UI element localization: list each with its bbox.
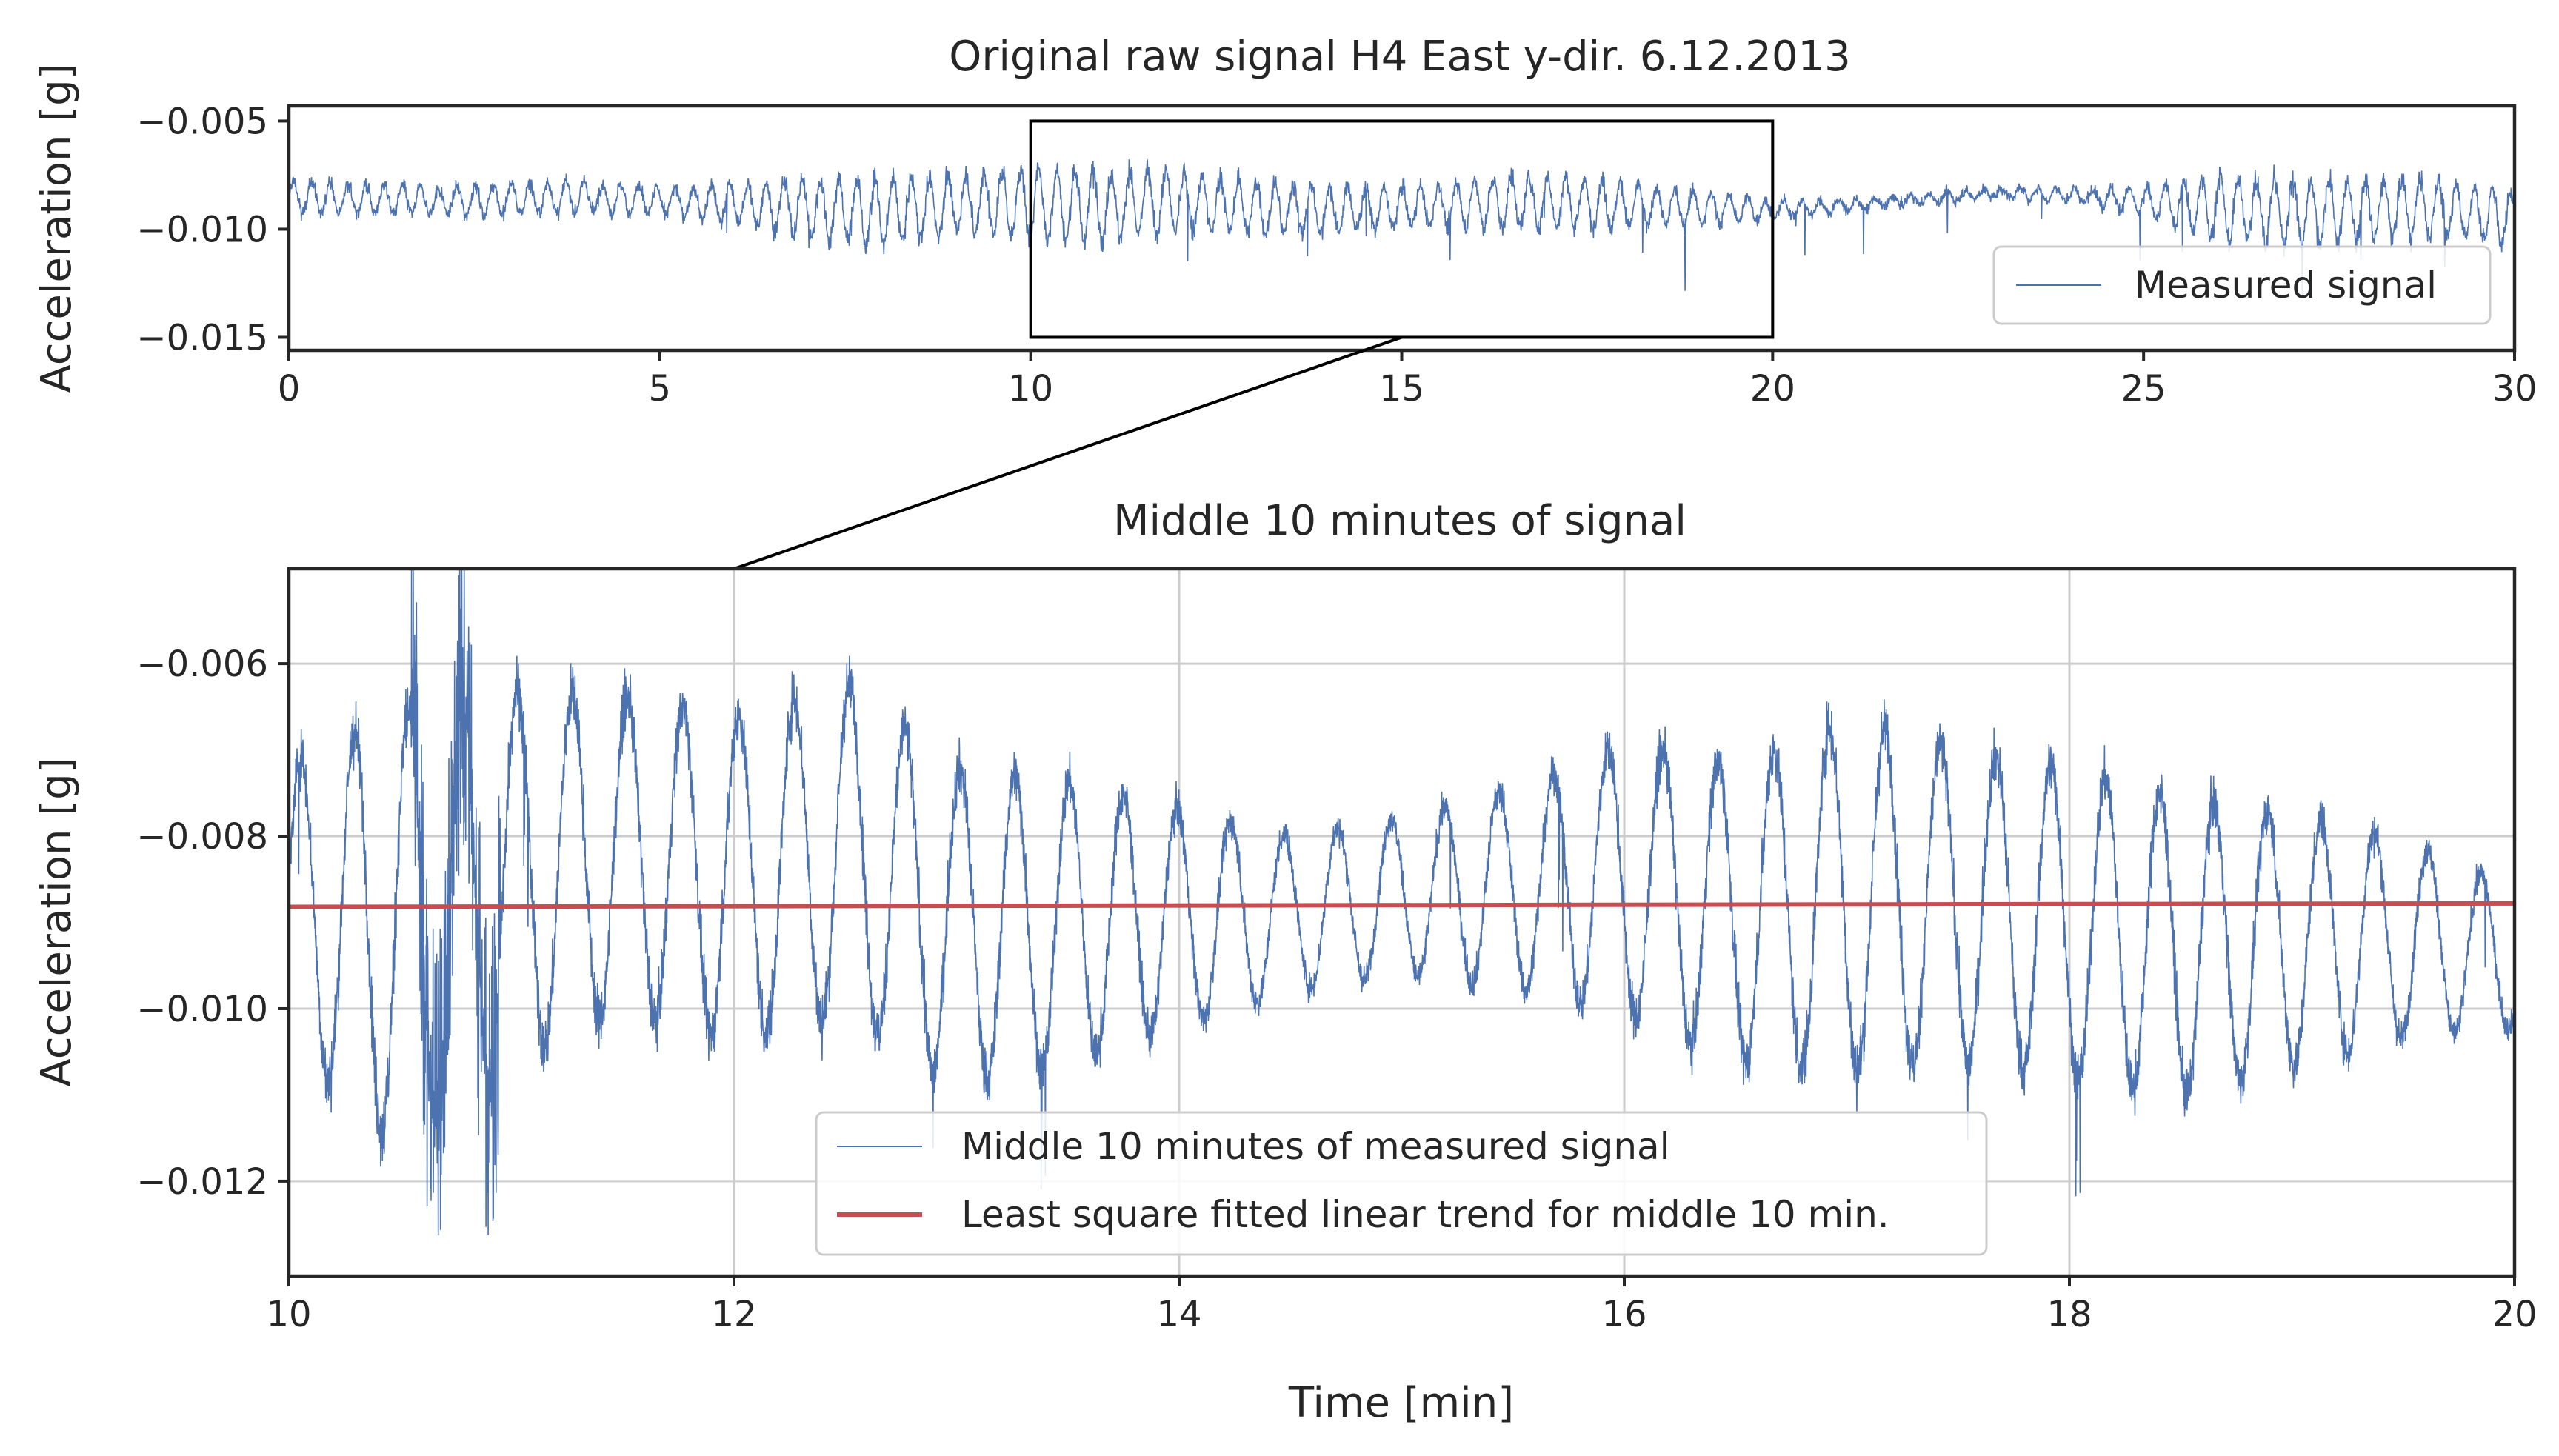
y-tick-label: −0.012 — [136, 1161, 268, 1203]
bottom-axes-frame — [287, 567, 2517, 1278]
bottom-y-axis: −0.006 −0.008 −0.010 −0.012 — [136, 644, 289, 1203]
top-x-axis: 0 5 10 15 20 25 30 — [278, 350, 2538, 410]
top-y-axis-label: Acceleration [g] — [33, 63, 81, 393]
x-tick-label: 15 — [1379, 368, 1424, 410]
bottom-x-axis: 10 12 14 16 18 20 — [266, 1276, 2538, 1335]
x-tick-label: 12 — [711, 1294, 756, 1335]
bottom-legend-label-signal: Middle 10 minutes of measured signal — [961, 1125, 1670, 1168]
x-tick-label: 20 — [2492, 1294, 2537, 1335]
x-tick-label: 25 — [2121, 368, 2166, 410]
bottom-legend-box — [815, 1111, 1988, 1256]
y-tick-label: −0.010 — [136, 209, 268, 250]
x-tick-label: 20 — [1750, 368, 1795, 410]
bottom-series-group — [289, 569, 2515, 1236]
middle-signal-line — [289, 569, 2515, 1236]
x-tick-label: 18 — [2046, 1294, 2092, 1335]
bottom-title: Middle 10 minutes of signal — [1113, 497, 1686, 545]
y-tick-label: −0.005 — [136, 101, 268, 142]
x-tick-label: 14 — [1156, 1294, 1201, 1335]
bottom-x-axis-label: Time [min] — [1288, 1379, 1514, 1427]
linear-trend-line — [289, 901, 2515, 909]
y-tick-label: −0.006 — [136, 644, 268, 685]
top-panel: Original raw signal H4 East y-dir. 6.12.… — [33, 33, 2538, 410]
top-legend: Measured signal — [1992, 245, 2492, 325]
x-tick-label: 16 — [1601, 1294, 1646, 1335]
bottom-panel: Middle 10 minutes of signal 10 12 14 16 18 20… — [33, 497, 2538, 1427]
zoom-connector-line — [733, 335, 1403, 570]
measured-signal-line — [289, 158, 2515, 298]
bottom-legend-label-trend: Least square fitted linear trend for mid… — [961, 1193, 1889, 1236]
x-tick-label: 5 — [649, 368, 672, 410]
y-tick-label: −0.010 — [136, 989, 268, 1030]
bottom-legend: Middle 10 minutes of measured signal Lea… — [815, 1111, 1988, 1256]
x-tick-label: 0 — [278, 368, 301, 410]
bottom-y-axis-label: Acceleration [g] — [33, 757, 81, 1086]
x-tick-label: 10 — [1008, 368, 1053, 410]
top-title: Original raw signal H4 East y-dir. 6.12.… — [949, 33, 1850, 81]
top-series-group — [289, 158, 2515, 298]
y-tick-label: −0.015 — [136, 317, 268, 358]
top-legend-label-signal: Measured signal — [2135, 264, 2437, 307]
x-tick-label: 30 — [2492, 368, 2537, 410]
y-tick-label: −0.008 — [136, 816, 268, 858]
top-legend-box — [1992, 245, 2492, 325]
x-tick-label: 10 — [266, 1294, 311, 1335]
top-y-axis: −0.005 −0.010 −0.015 — [136, 101, 289, 358]
